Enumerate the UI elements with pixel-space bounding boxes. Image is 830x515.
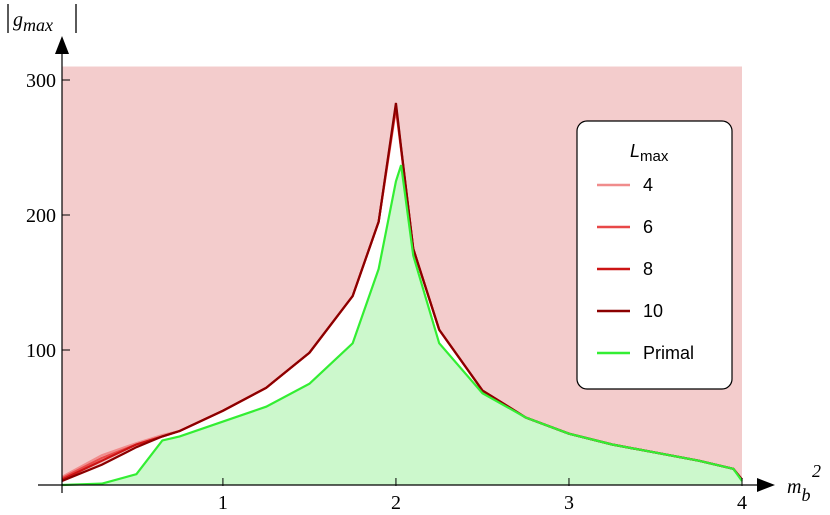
y-tick-label: 200 xyxy=(26,205,56,227)
x-label-sub: b xyxy=(801,485,810,505)
y-label-sub: max xyxy=(23,15,53,35)
x-axis-label: mb2 xyxy=(787,461,821,505)
y-label-main: g xyxy=(13,9,23,31)
legend-label: Primal xyxy=(643,343,694,363)
legend-title-main: L xyxy=(630,141,640,161)
x-tick-label: 4 xyxy=(737,492,747,514)
series-line xyxy=(61,164,743,487)
x-tick-label: 1 xyxy=(218,492,228,514)
legend-title: Lmax xyxy=(630,141,669,165)
y-tick-label: 100 xyxy=(26,340,56,362)
legend-box xyxy=(576,120,733,390)
y-axis-label: gmax xyxy=(13,9,53,35)
x-label-sup: 2 xyxy=(812,461,821,481)
x-label-main: m xyxy=(787,476,801,498)
legend-label: 6 xyxy=(643,217,653,237)
y-tick-label: 300 xyxy=(26,70,56,92)
x-tick-label: 2 xyxy=(391,492,401,514)
legend-label: 8 xyxy=(643,259,653,279)
legend-label: 4 xyxy=(643,175,653,195)
legend-title-sub: max xyxy=(640,148,669,165)
x-tick-label: 3 xyxy=(564,492,574,514)
legend-label: 10 xyxy=(643,301,663,321)
x-axis-arrow xyxy=(757,478,775,492)
primal-region xyxy=(62,165,742,486)
y-axis-arrow xyxy=(55,36,69,54)
